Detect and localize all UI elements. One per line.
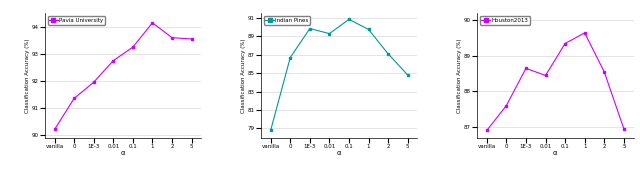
- Legend: Houston2013: Houston2013: [480, 16, 530, 24]
- X-axis label: α: α: [553, 150, 557, 156]
- Legend: Pavia University: Pavia University: [47, 16, 105, 24]
- Y-axis label: Classification Accuracy (%): Classification Accuracy (%): [25, 38, 30, 113]
- Y-axis label: Classification Accuracy (%): Classification Accuracy (%): [241, 38, 246, 113]
- Legend: Indian Pines: Indian Pines: [264, 16, 310, 24]
- Y-axis label: Classification Accuracy (%): Classification Accuracy (%): [458, 38, 462, 113]
- X-axis label: α: α: [337, 150, 342, 156]
- X-axis label: α: α: [121, 150, 125, 156]
